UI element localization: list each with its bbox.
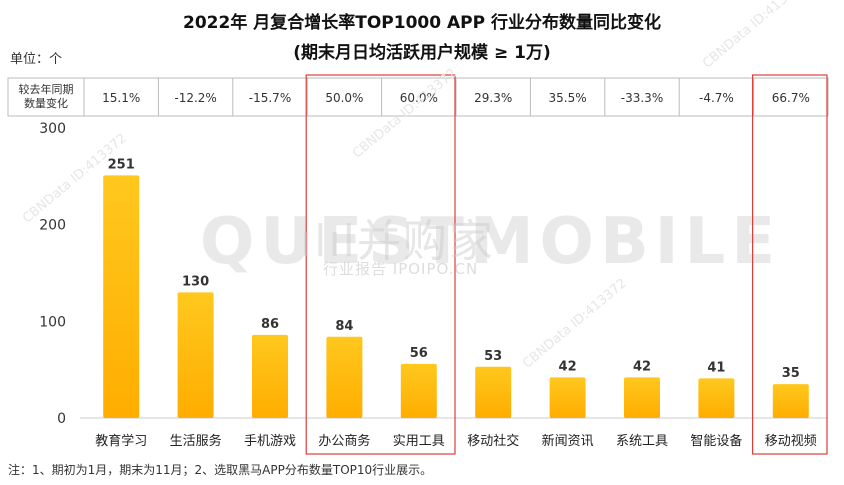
yoy-row-label: 数量变化 [24, 96, 68, 110]
yoy-value: 66.7% [772, 91, 810, 105]
x-tick-label: 教育学习 [95, 433, 147, 449]
yoy-value: -15.7% [249, 91, 291, 105]
x-tick-label: 实用工具 [393, 434, 445, 449]
data-label: 53 [484, 349, 502, 364]
y-tick-label: 300 [39, 121, 66, 137]
highlight-boxes [305, 74, 828, 455]
chart-title: 2022年 月复合增长率TOP1000 APP 行业分布数量同比变化 [183, 13, 661, 33]
y-tick-label: 0 [57, 411, 66, 427]
yoy-value: 29.3% [474, 91, 512, 105]
y-tick-label: 100 [39, 314, 66, 330]
y-tick-label: 200 [39, 218, 66, 234]
data-label: 84 [335, 319, 353, 334]
bar [772, 384, 809, 418]
yoy-value: -12.2% [174, 91, 216, 105]
yoy-value: 60.0% [400, 91, 438, 105]
yoy-value: 15.1% [102, 91, 140, 105]
yoy-row-label: 较去年同期 [19, 82, 74, 96]
x-tick-label: 移动社交 [467, 433, 519, 449]
data-label: 130 [182, 274, 209, 289]
yoy-value: 50.0% [325, 91, 363, 105]
bar [698, 378, 735, 418]
yoy-value: 35.5% [549, 91, 587, 105]
bar [326, 336, 363, 418]
x-tick-label: 新闻资讯 [542, 433, 594, 449]
footnote: 注：1、期初为1月，期末为11月；2、选取黑马APP分布数量TOP10行业展示。 [8, 463, 433, 477]
bar [549, 377, 586, 418]
x-tick-label: 办公商务 [318, 433, 370, 449]
bar [252, 334, 288, 418]
bar [177, 292, 214, 418]
bars-group: 0 100 200 300 251 教育学习 130 生活服务 86 手机游戏 84 办公商务 56 实用… [39, 121, 828, 449]
bar [624, 377, 660, 418]
chart-subtitle: (期末月日均活跃用户规模 ≥ 1万) [293, 43, 551, 63]
x-tick-label: 手机游戏 [244, 434, 296, 449]
bar [400, 363, 437, 418]
highlight-box [751, 74, 828, 455]
bar [103, 175, 140, 418]
data-label: 41 [707, 360, 725, 375]
x-tick-label: 移动视频 [765, 434, 817, 449]
yoy-value: -4.7% [699, 91, 734, 105]
data-label: 42 [559, 359, 577, 374]
data-label: 251 [108, 157, 135, 172]
x-tick-label: 系统工具 [616, 434, 668, 449]
yoy-value: -33.3% [621, 91, 663, 105]
x-tick-label: 智能设备 [690, 433, 742, 449]
data-label: 42 [633, 359, 651, 374]
highlight-box [305, 74, 456, 455]
unit-label: 单位：个 [10, 52, 63, 67]
data-label: 86 [261, 317, 279, 332]
x-tick-label: 生活服务 [170, 433, 222, 449]
data-label: 56 [410, 346, 428, 361]
bar [475, 366, 512, 418]
data-label: 35 [782, 366, 800, 381]
